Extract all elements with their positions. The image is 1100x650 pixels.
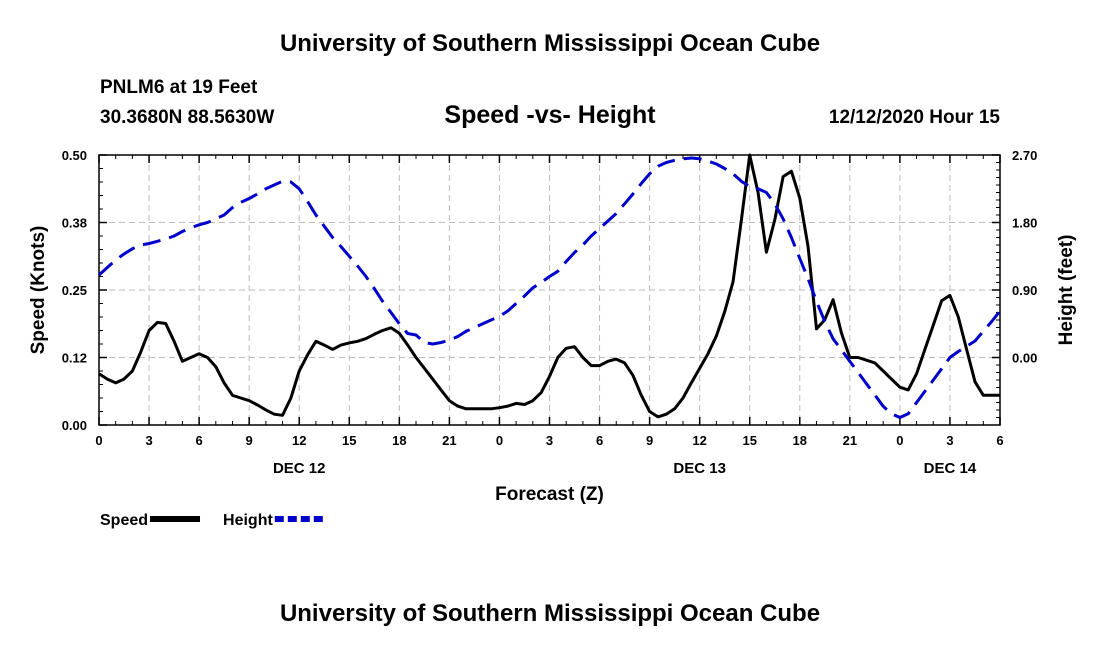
- day-label: DEC 14: [924, 460, 977, 477]
- y-right-tick-label: 0.90: [1012, 283, 1037, 298]
- x-tick-label: 21: [442, 433, 456, 448]
- legend: Speed Height: [100, 512, 325, 529]
- day-label: DEC 13: [673, 460, 726, 477]
- x-tick-label: 9: [646, 433, 653, 448]
- speed-series-line: [98, 153, 1000, 419]
- y-left-tick-label: 0.50: [62, 148, 87, 163]
- x-tick-label: 3: [946, 433, 953, 448]
- page-title: University of Southern Mississippi Ocean…: [279, 30, 821, 57]
- x-tick-label: 15: [742, 433, 756, 448]
- station-label: PNLM6 at 19 Feet: [100, 77, 258, 98]
- series-layer: [97, 153, 1002, 419]
- x-tick-label: 18: [793, 433, 807, 448]
- height-series-line: [97, 156, 1002, 419]
- x-tick-label: 18: [392, 433, 406, 448]
- y-left-tick-label: 0.12: [62, 351, 87, 366]
- y-right-tick-label: 1.80: [1012, 216, 1037, 231]
- y-right-tick-label: 0.00: [1012, 351, 1037, 366]
- coordinates-label: 30.3680N 88.5630W: [100, 107, 275, 128]
- forecast-date-label: 12/12/2020 Hour 15: [828, 107, 1000, 128]
- legend-label-speed: Speed: [100, 512, 148, 529]
- x-tick-label: 12: [292, 433, 306, 448]
- x-tick-label: 9: [246, 433, 253, 448]
- x-tick-label: 21: [843, 433, 857, 448]
- ticks-layer: 0 3 6 9 12 15 18 21 0 3 6 9 12 15 18 21 0 3 6 DEC 12 DEC 13 D…: [62, 148, 1038, 477]
- x-tick-label: 0: [896, 433, 903, 448]
- chart-title: Speed -vs- Height: [444, 101, 656, 129]
- x-tick-label: 15: [342, 433, 356, 448]
- x-tick-label: 6: [596, 433, 603, 448]
- y-left-tick-label: 0.00: [62, 418, 87, 433]
- y-axis-left-label: Speed (Knots): [28, 226, 49, 355]
- x-tick-label: 3: [145, 433, 152, 448]
- day-label: DEC 12: [273, 460, 326, 477]
- grid-layer: [99, 155, 1000, 425]
- footer-title: University of Southern Mississippi Ocean…: [279, 600, 821, 627]
- y-left-tick-label: 0.25: [62, 283, 87, 298]
- y-right-tick-label: 2.70: [1012, 148, 1037, 163]
- x-tick-label: 6: [195, 433, 202, 448]
- x-tick-label: 12: [692, 433, 706, 448]
- x-axis-label: Forecast (Z): [495, 484, 604, 505]
- y-axis-right-label: Height (feet): [1056, 235, 1077, 346]
- x-tick-label: 3: [546, 433, 553, 448]
- x-tick-label: 0: [95, 433, 102, 448]
- legend-label-height: Height: [223, 512, 273, 529]
- x-tick-label: 0: [496, 433, 503, 448]
- x-tick-label: 6: [996, 433, 1003, 448]
- y-left-tick-label: 0.38: [62, 216, 87, 231]
